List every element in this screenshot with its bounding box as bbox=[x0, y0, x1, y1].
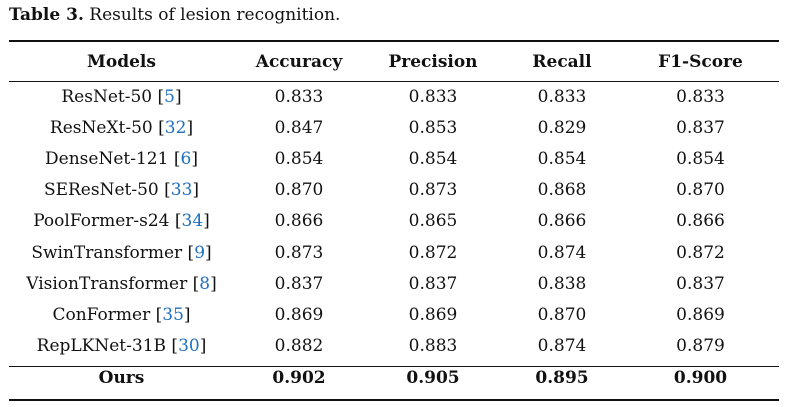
model-name: DenseNet-121 bbox=[45, 148, 169, 169]
f1-value: 0.866 bbox=[676, 211, 725, 232]
recall-value: 0.874 bbox=[537, 242, 587, 263]
accuracy-value: 0.847 bbox=[274, 117, 324, 138]
precision-value: 0.873 bbox=[408, 180, 458, 201]
recall-value: 0.895 bbox=[535, 368, 589, 389]
accuracy-value: 0.833 bbox=[274, 86, 324, 107]
results-table: Models Accuracy Precision Recall F1-Scor… bbox=[9, 42, 779, 395]
table-row: DenseNet-121 [6] 0.854 0.854 0.854 0.854 bbox=[9, 143, 779, 174]
table-caption: Table 3. Results of lesion recognition. bbox=[9, 4, 340, 26]
recall-value: 0.833 bbox=[537, 86, 587, 107]
citation-link[interactable]: 5 bbox=[164, 86, 175, 107]
accuracy-value: 0.869 bbox=[274, 304, 324, 325]
model-name: PoolFormer-s24 bbox=[33, 211, 170, 232]
citation-link[interactable]: 34 bbox=[181, 211, 204, 232]
model-cell: SwinTransformer [9] bbox=[31, 242, 212, 263]
model-name: ResNeXt-50 bbox=[49, 117, 153, 138]
recall-value: 0.870 bbox=[537, 304, 587, 325]
f1-value: 0.879 bbox=[676, 336, 725, 357]
table-row: SEResNet-50 [33] 0.870 0.873 0.868 0.870 bbox=[9, 175, 779, 206]
f1-value: 0.837 bbox=[676, 273, 725, 294]
precision-value: 0.837 bbox=[408, 273, 458, 294]
header-models: Models bbox=[87, 51, 156, 72]
model-name: Ours bbox=[98, 368, 145, 389]
model-cell: PoolFormer-s24 [34] bbox=[33, 211, 210, 232]
model-cell: ResNet-50 [5] bbox=[61, 86, 182, 107]
precision-value: 0.905 bbox=[406, 368, 460, 389]
f1-value: 0.869 bbox=[676, 304, 725, 325]
header-precision: Precision bbox=[388, 51, 478, 72]
header-f1-score: F1-Score bbox=[658, 51, 743, 72]
table-row-ours: Ours 0.902 0.905 0.895 0.900 bbox=[9, 362, 779, 395]
precision-value: 0.869 bbox=[408, 304, 458, 325]
precision-value: 0.833 bbox=[408, 86, 458, 107]
recall-value: 0.838 bbox=[537, 273, 587, 294]
precision-value: 0.854 bbox=[408, 148, 458, 169]
table-row: ResNeXt-50 [32] 0.847 0.853 0.829 0.837 bbox=[9, 112, 779, 143]
model-cell: ResNeXt-50 [32] bbox=[49, 117, 194, 138]
model-name: VisionTransformer bbox=[26, 273, 188, 294]
header-recall: Recall bbox=[532, 51, 592, 72]
table-row: RepLKNet-31B [30] 0.882 0.883 0.874 0.879 bbox=[9, 331, 779, 362]
f1-value: 0.837 bbox=[676, 117, 725, 138]
model-cell: ConFormer [35] bbox=[52, 304, 191, 325]
recall-value: 0.868 bbox=[537, 180, 587, 201]
accuracy-value: 0.902 bbox=[272, 368, 326, 389]
citation-link[interactable]: 8 bbox=[199, 273, 211, 294]
ours-separator-rule bbox=[9, 366, 779, 367]
f1-value: 0.872 bbox=[676, 242, 725, 263]
precision-value: 0.853 bbox=[408, 117, 458, 138]
accuracy-value: 0.882 bbox=[274, 336, 324, 357]
table-row: SwinTransformer [9] 0.873 0.872 0.874 0.872 bbox=[9, 237, 779, 268]
caption-label: Table 3. bbox=[9, 5, 84, 25]
accuracy-value: 0.873 bbox=[274, 242, 324, 263]
accuracy-value: 0.837 bbox=[274, 273, 324, 294]
header-row: Models Accuracy Precision Recall F1-Scor… bbox=[9, 42, 779, 81]
table-row: ResNet-50 [5] 0.833 0.833 0.833 0.833 bbox=[9, 81, 779, 112]
accuracy-value: 0.854 bbox=[274, 148, 324, 169]
precision-value: 0.883 bbox=[408, 336, 458, 357]
bottom-rule bbox=[9, 399, 779, 401]
citation-link[interactable]: 35 bbox=[162, 304, 184, 325]
recall-value: 0.854 bbox=[537, 148, 587, 169]
header-accuracy: Accuracy bbox=[255, 51, 343, 72]
table-row: PoolFormer-s24 [34] 0.866 0.865 0.866 0.866 bbox=[9, 206, 779, 237]
accuracy-value: 0.870 bbox=[274, 180, 324, 201]
model-cell: DenseNet-121 [6] bbox=[45, 148, 198, 169]
precision-value: 0.865 bbox=[408, 211, 458, 232]
recall-value: 0.866 bbox=[537, 211, 587, 232]
header-rule bbox=[9, 81, 779, 82]
citation-link[interactable]: 33 bbox=[170, 180, 193, 201]
table-body: ResNet-50 [5] 0.833 0.833 0.833 0.833 ResNeXt… bbox=[9, 81, 779, 395]
table-row: VisionTransformer [8] 0.837 0.837 0.838 0.83… bbox=[9, 268, 779, 299]
table-row: ConFormer [35] 0.869 0.869 0.870 0.869 bbox=[9, 299, 779, 330]
top-rule bbox=[9, 40, 779, 42]
model-name: ConFormer bbox=[52, 304, 151, 325]
citation-link[interactable]: 6 bbox=[180, 148, 192, 169]
accuracy-value: 0.866 bbox=[274, 211, 324, 232]
recall-value: 0.829 bbox=[537, 117, 587, 138]
f1-value: 0.870 bbox=[676, 180, 725, 201]
citation-link[interactable]: 30 bbox=[178, 336, 200, 357]
caption-text: Results of lesion recognition. bbox=[83, 5, 341, 25]
recall-value: 0.874 bbox=[537, 336, 587, 357]
model-name: SwinTransformer bbox=[31, 242, 183, 263]
model-cell: VisionTransformer [8] bbox=[26, 273, 217, 294]
f1-value: 0.833 bbox=[676, 86, 725, 107]
model-name: ResNet-50 bbox=[61, 86, 153, 107]
precision-value: 0.872 bbox=[408, 242, 458, 263]
citation-link[interactable]: 32 bbox=[164, 117, 187, 138]
citation-link[interactable]: 9 bbox=[194, 242, 206, 263]
model-cell: RepLKNet-31B [30] bbox=[36, 336, 207, 357]
f1-value: 0.854 bbox=[676, 148, 725, 169]
model-name: RepLKNet-31B bbox=[36, 336, 167, 357]
f1-value: 0.900 bbox=[673, 368, 728, 389]
model-name: SEResNet-50 bbox=[43, 180, 159, 201]
model-cell: SEResNet-50 [33] bbox=[43, 180, 200, 201]
